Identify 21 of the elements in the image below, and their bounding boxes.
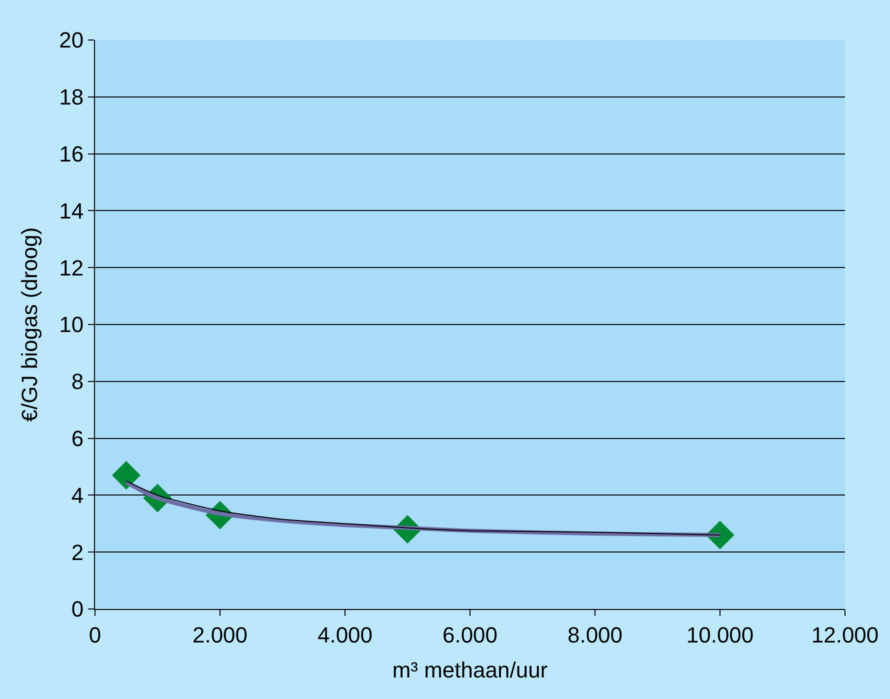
y-tick-label: 8 xyxy=(71,369,84,394)
x-tick-label: 8.000 xyxy=(567,622,623,648)
x-tick-label: 6.000 xyxy=(442,622,498,648)
x-axis-title: m³ methaan/uur xyxy=(392,657,548,682)
y-axis-title: €/GJ biogas (droog) xyxy=(16,227,42,422)
y-tick-label: 14 xyxy=(59,198,84,224)
x-tick-label: 2.000 xyxy=(192,622,248,648)
y-tick-label: 0 xyxy=(71,596,84,622)
point xyxy=(112,460,141,490)
x-tick-label: 4.000 xyxy=(317,622,373,648)
y-tick-label: 16 xyxy=(59,142,84,166)
y-tick-label: 12 xyxy=(59,255,84,280)
x-tick-label: 0 xyxy=(88,622,102,648)
y-tick-label: 18 xyxy=(59,84,84,110)
y-tick-label: 4 xyxy=(71,482,84,508)
x-tick-label: 12.000 xyxy=(811,622,879,648)
y-tick-label: 10 xyxy=(59,312,84,338)
y-tick-label: 20 xyxy=(59,28,84,53)
x-tick-label: 10.000 xyxy=(686,622,754,648)
y-tick-label: 6 xyxy=(71,426,84,451)
y-tick-label: 2 xyxy=(71,540,84,565)
